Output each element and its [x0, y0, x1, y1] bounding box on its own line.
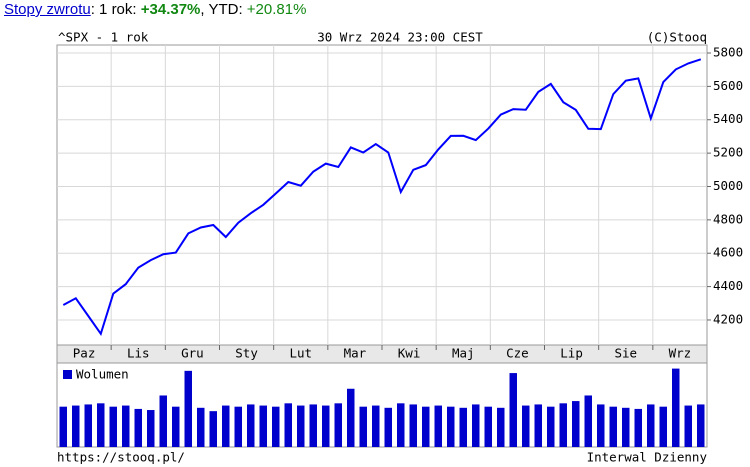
volume-bar: [459, 407, 467, 447]
label: : 1 rok:: [90, 1, 141, 18]
y-tick-label: 4400: [713, 278, 743, 293]
x-tick-label: Mar: [344, 346, 367, 361]
volume-bar: [272, 406, 280, 447]
volume-bar: [634, 408, 642, 447]
y-tick-label: 5800: [713, 45, 743, 60]
volume-bar: [234, 406, 242, 447]
volume-bar: [172, 406, 180, 447]
copyright: (C)Stooq: [647, 30, 707, 45]
x-tick-label: Maj: [452, 346, 475, 361]
volume-bar: [134, 408, 142, 447]
volume-bar: [559, 403, 567, 447]
volume-bar: [222, 405, 230, 447]
y-tick-label: 4800: [713, 211, 743, 226]
volume-bar: [347, 388, 355, 447]
x-tick-label: Wrz: [669, 346, 692, 361]
volume-bar: [297, 405, 305, 447]
volume-bar: [109, 406, 117, 447]
x-tick-label: Sty: [235, 346, 258, 361]
y-tick-label: 5000: [713, 178, 743, 193]
volume-bar: [547, 406, 555, 447]
volume-bar: [472, 404, 480, 447]
volume-bar: [484, 406, 492, 447]
volume-bar: [147, 410, 155, 447]
y-tick-label: 5600: [713, 78, 743, 93]
return-1y: +34.37%: [140, 1, 201, 18]
volume-bar: [197, 407, 205, 447]
x-tick-label: Sie: [614, 346, 637, 361]
header: Stopy zwrotu: 1 rok: +34.37%, YTD: +20.8…: [4, 1, 306, 18]
volume-bar: [84, 404, 92, 447]
volume-bar: [247, 404, 255, 447]
volume-bar: [59, 406, 67, 447]
return-ytd: +20.81%: [246, 1, 307, 18]
label: , YTD:: [200, 1, 247, 18]
legend-label: Wolumen: [76, 367, 129, 382]
volume-bar: [447, 406, 455, 447]
x-tick-label: Cze: [506, 346, 529, 361]
volume-bar: [597, 404, 605, 447]
y-tick-label: 5200: [713, 145, 743, 160]
y-tick-label: 4600: [713, 245, 743, 260]
volume-bar: [72, 405, 80, 447]
volume-bar: [359, 406, 367, 447]
x-tick-label: Lis: [127, 346, 150, 361]
volume-bar: [422, 406, 430, 447]
volume-bar: [522, 405, 530, 447]
x-tick-label: Lip: [560, 346, 583, 361]
volume-bar: [209, 411, 217, 447]
volume-bar: [334, 403, 342, 447]
volume-bar: [509, 373, 517, 447]
x-tick-label: Gru: [181, 346, 204, 361]
link[interactable]: Stopy zwrotu: [4, 1, 91, 18]
volume-bar: [697, 404, 705, 447]
volume-bar: [309, 404, 317, 447]
x-tick-label: Lut: [289, 346, 312, 361]
volume-bar: [672, 368, 680, 447]
volume-bar: [647, 404, 655, 447]
price-line: [62, 58, 702, 337]
volume-bar: [584, 395, 592, 447]
interval: Interwal Dzienny: [587, 450, 708, 465]
volume-bar: [259, 405, 267, 447]
volume-bar: [534, 404, 542, 447]
volume-bar: [622, 407, 630, 447]
chart-subtitle: 30 Wrz 2024 23:00 CEST: [317, 30, 483, 45]
source: https://stooq.pl/: [57, 450, 185, 465]
y-tick-label: 5400: [713, 111, 743, 126]
legend-swatch: [63, 370, 72, 379]
volume-bar: [97, 403, 105, 447]
volume-bar: [684, 405, 692, 447]
volume-bar: [284, 403, 292, 447]
volume-bar: [372, 405, 380, 447]
volume-bar: [184, 370, 192, 447]
volume-bar: [409, 404, 417, 447]
x-tick-label: Paz: [73, 346, 96, 361]
volume-bar: [609, 406, 617, 447]
volume-bar: [434, 405, 442, 447]
volume-bar: [159, 395, 167, 447]
volume-bar: [397, 403, 405, 447]
volume-bar: [122, 405, 130, 447]
x-tick-label: Kwi: [398, 346, 421, 361]
volume-bar: [322, 405, 330, 447]
chart-title: ^SPX - 1 rok: [58, 30, 149, 45]
volume-bar: [572, 401, 580, 447]
y-tick-label: 4200: [713, 311, 743, 326]
volume-bar: [659, 406, 667, 447]
volume-bar: [497, 407, 505, 447]
volume-bar: [384, 407, 392, 447]
